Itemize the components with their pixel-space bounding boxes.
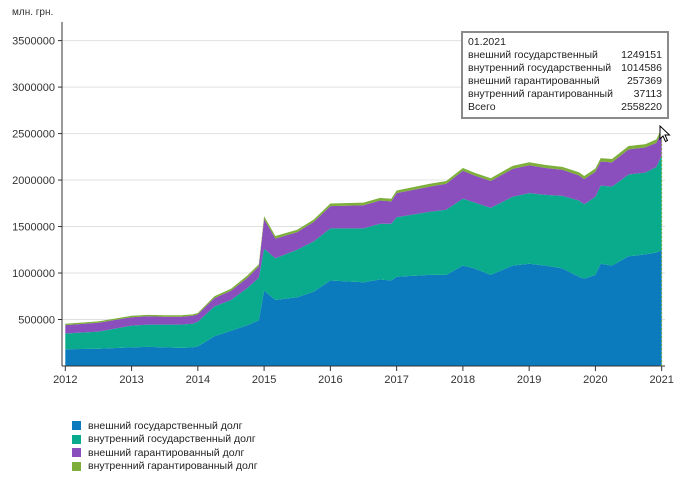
tooltip-value: 257369: [626, 75, 662, 87]
x-tick-label: 2012: [53, 374, 77, 386]
y-unit-label: млн. грн.: [12, 7, 53, 18]
legend-swatch: [72, 448, 81, 458]
tooltip-label: внешний государственный: [468, 49, 598, 61]
tooltip-row: внешний государственный 1249151: [468, 49, 662, 62]
tooltip-row: внутренний государственный 1014586: [468, 62, 662, 75]
y-tick-label: 1500000: [12, 222, 55, 234]
legend-swatch: [72, 434, 81, 444]
legend-item[interactable]: внутренний гарантированный долг: [72, 460, 258, 474]
tooltip-value: 37113: [633, 88, 662, 100]
x-axis-ticks: 2012 2013 2014 2015 2016 2017 2018 2019 2020 2021: [53, 366, 674, 386]
tooltip-date: 01.2021: [468, 36, 506, 48]
x-tick-label: 2013: [119, 374, 143, 386]
y-tick-label: 2500000: [12, 129, 55, 141]
tooltip-label: Всего: [468, 101, 496, 113]
y-tick-label: 2000000: [12, 175, 55, 187]
legend-swatch: [72, 421, 81, 431]
tooltip-row: внешний гарантированный 257369: [468, 75, 662, 88]
series-area[interactable]: [65, 249, 662, 366]
series-area[interactable]: [65, 155, 662, 350]
x-tick-label: 2020: [583, 374, 607, 386]
tooltip-label: внешний гарантированный: [468, 75, 600, 87]
tooltip-row: Всего 2558220: [468, 101, 662, 114]
legend-label: внутренний государственный долг: [88, 433, 256, 446]
x-tick-label: 2015: [252, 374, 276, 386]
tooltip-label: внутренний государственный: [468, 62, 612, 74]
y-tick-label: 3000000: [12, 82, 55, 94]
series-area[interactable]: [65, 131, 662, 334]
axes: [61, 22, 665, 367]
series-areas[interactable]: [65, 128, 662, 366]
tooltip-value: 1249151: [621, 49, 662, 61]
tooltip-value: 1014586: [621, 62, 662, 74]
tooltip-row: внутренний гарантированный 37113: [468, 88, 662, 101]
x-tick-label: 2014: [186, 374, 210, 386]
legend-item[interactable]: внешний гарантированный долг: [72, 446, 258, 460]
x-tick-label: 2021: [649, 374, 673, 386]
y-axis-ticks: 500000 1000000 1500000 2000000 2500000 300000…: [12, 36, 62, 327]
legend-label: внешний государственный долг: [88, 419, 243, 432]
x-tick-label: 2016: [318, 374, 342, 386]
legend-item[interactable]: внешний государственный долг: [72, 419, 258, 433]
x-tick-label: 2017: [384, 374, 408, 386]
mouse-pointer-icon: [659, 125, 671, 143]
tooltip-label: внутренний гарантированный: [468, 88, 613, 100]
tooltip-value: 2558220: [621, 101, 662, 113]
y-tick-label: 500000: [18, 315, 55, 327]
x-tick-label: 2019: [517, 374, 541, 386]
data-tooltip: 01.2021 внешний государственный 1249151 вн…: [461, 31, 669, 119]
legend-swatch: [72, 461, 81, 471]
x-tick-label: 2018: [451, 374, 475, 386]
y-tick-label: 1000000: [12, 268, 55, 280]
y-tick-label: 3500000: [12, 36, 55, 48]
legend-label: внутренний гарантированный долг: [88, 460, 258, 473]
legend: внешний государственный долг внутренний г…: [72, 419, 258, 473]
legend-item[interactable]: внутренний государственный долг: [72, 433, 258, 447]
legend-label: внешний гарантированный долг: [88, 446, 245, 459]
